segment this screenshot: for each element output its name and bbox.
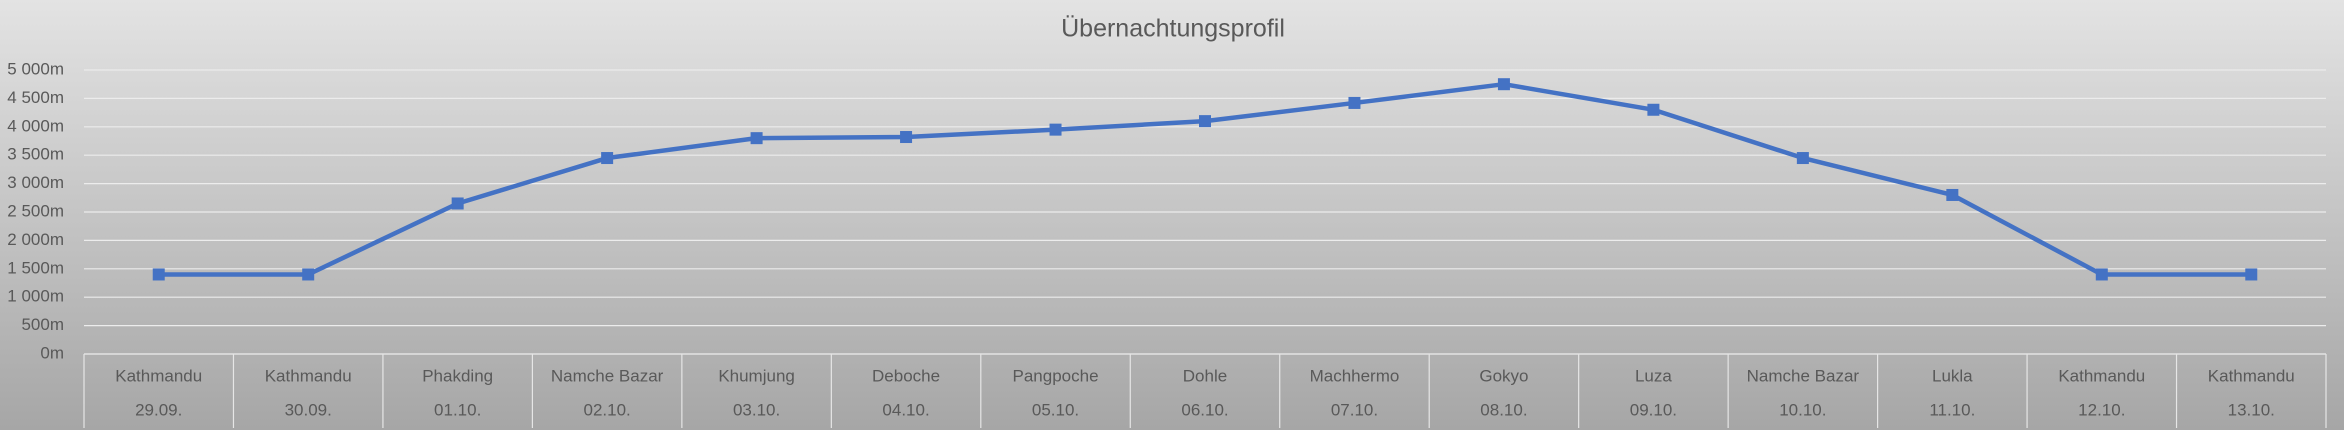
x-tick-date: 10.10. bbox=[1779, 400, 1826, 419]
x-tick-date: 06.10. bbox=[1181, 400, 1228, 419]
x-tick-date: 04.10. bbox=[882, 400, 929, 419]
marker bbox=[601, 152, 614, 165]
marker bbox=[1647, 103, 1660, 116]
x-tick-label: Khumjung bbox=[718, 366, 795, 385]
marker bbox=[1796, 152, 1809, 165]
marker bbox=[1946, 188, 1959, 201]
y-tick-label: 3 000m bbox=[7, 173, 64, 192]
marker bbox=[900, 131, 913, 144]
marker bbox=[451, 197, 464, 210]
x-tick-label: Gokyo bbox=[1479, 366, 1528, 385]
y-tick-label: 2 000m bbox=[7, 230, 64, 249]
x-tick-date: 07.10. bbox=[1331, 400, 1378, 419]
x-tick-label: Kathmandu bbox=[115, 366, 202, 385]
y-tick-label: 3 500m bbox=[7, 145, 64, 164]
x-tick-label: Pangpoche bbox=[1013, 366, 1099, 385]
x-tick-label: Kathmandu bbox=[2058, 366, 2145, 385]
x-tick-date: 11.10. bbox=[1929, 400, 1975, 419]
x-tick-date: 02.10. bbox=[584, 400, 631, 419]
x-tick-label: Kathmandu bbox=[2208, 366, 2295, 385]
y-tick-label: 2 500m bbox=[7, 201, 64, 220]
x-tick-date: 05.10. bbox=[1032, 400, 1079, 419]
x-tick-date: 29.09. bbox=[135, 400, 182, 419]
x-tick-label: Dohle bbox=[1183, 366, 1227, 385]
marker bbox=[1348, 96, 1361, 109]
marker bbox=[2095, 268, 2108, 281]
marker bbox=[1049, 123, 1062, 136]
x-tick-label: Kathmandu bbox=[265, 366, 352, 385]
x-tick-label: Namche Bazar bbox=[1747, 366, 1860, 385]
x-tick-date: 13.10. bbox=[2228, 400, 2275, 419]
x-tick-label: Luza bbox=[1635, 366, 1672, 385]
x-tick-date: 12.10. bbox=[2078, 400, 2125, 419]
y-tick-label: 500m bbox=[21, 315, 64, 334]
x-tick-date: 30.09. bbox=[285, 400, 332, 419]
y-tick-label: 4 500m bbox=[7, 88, 64, 107]
x-tick-date: 01.10. bbox=[434, 400, 481, 419]
chart-title: Übernachtungsprofil bbox=[1061, 15, 1285, 43]
x-tick-label: Lukla bbox=[1932, 366, 1973, 385]
x-tick-label: Namche Bazar bbox=[551, 366, 664, 385]
marker bbox=[152, 268, 165, 281]
x-tick-date: 08.10. bbox=[1480, 400, 1527, 419]
y-tick-label: 0m bbox=[40, 343, 64, 362]
marker bbox=[302, 268, 315, 281]
marker bbox=[2245, 268, 2258, 281]
x-tick-label: Phakding bbox=[422, 366, 493, 385]
y-tick-label: 4 000m bbox=[7, 116, 64, 135]
marker bbox=[1199, 115, 1211, 128]
y-tick-label: 5 000m bbox=[7, 59, 64, 78]
x-tick-date: 09.10. bbox=[1630, 400, 1677, 419]
y-tick-label: 1 500m bbox=[7, 258, 64, 277]
x-tick-label: Deboche bbox=[872, 366, 940, 385]
y-tick-label: 1 000m bbox=[7, 287, 64, 306]
x-tick-label: Machhermo bbox=[1310, 366, 1400, 385]
x-tick-date: 03.10. bbox=[733, 400, 780, 419]
marker bbox=[1497, 78, 1510, 91]
marker bbox=[750, 132, 763, 145]
